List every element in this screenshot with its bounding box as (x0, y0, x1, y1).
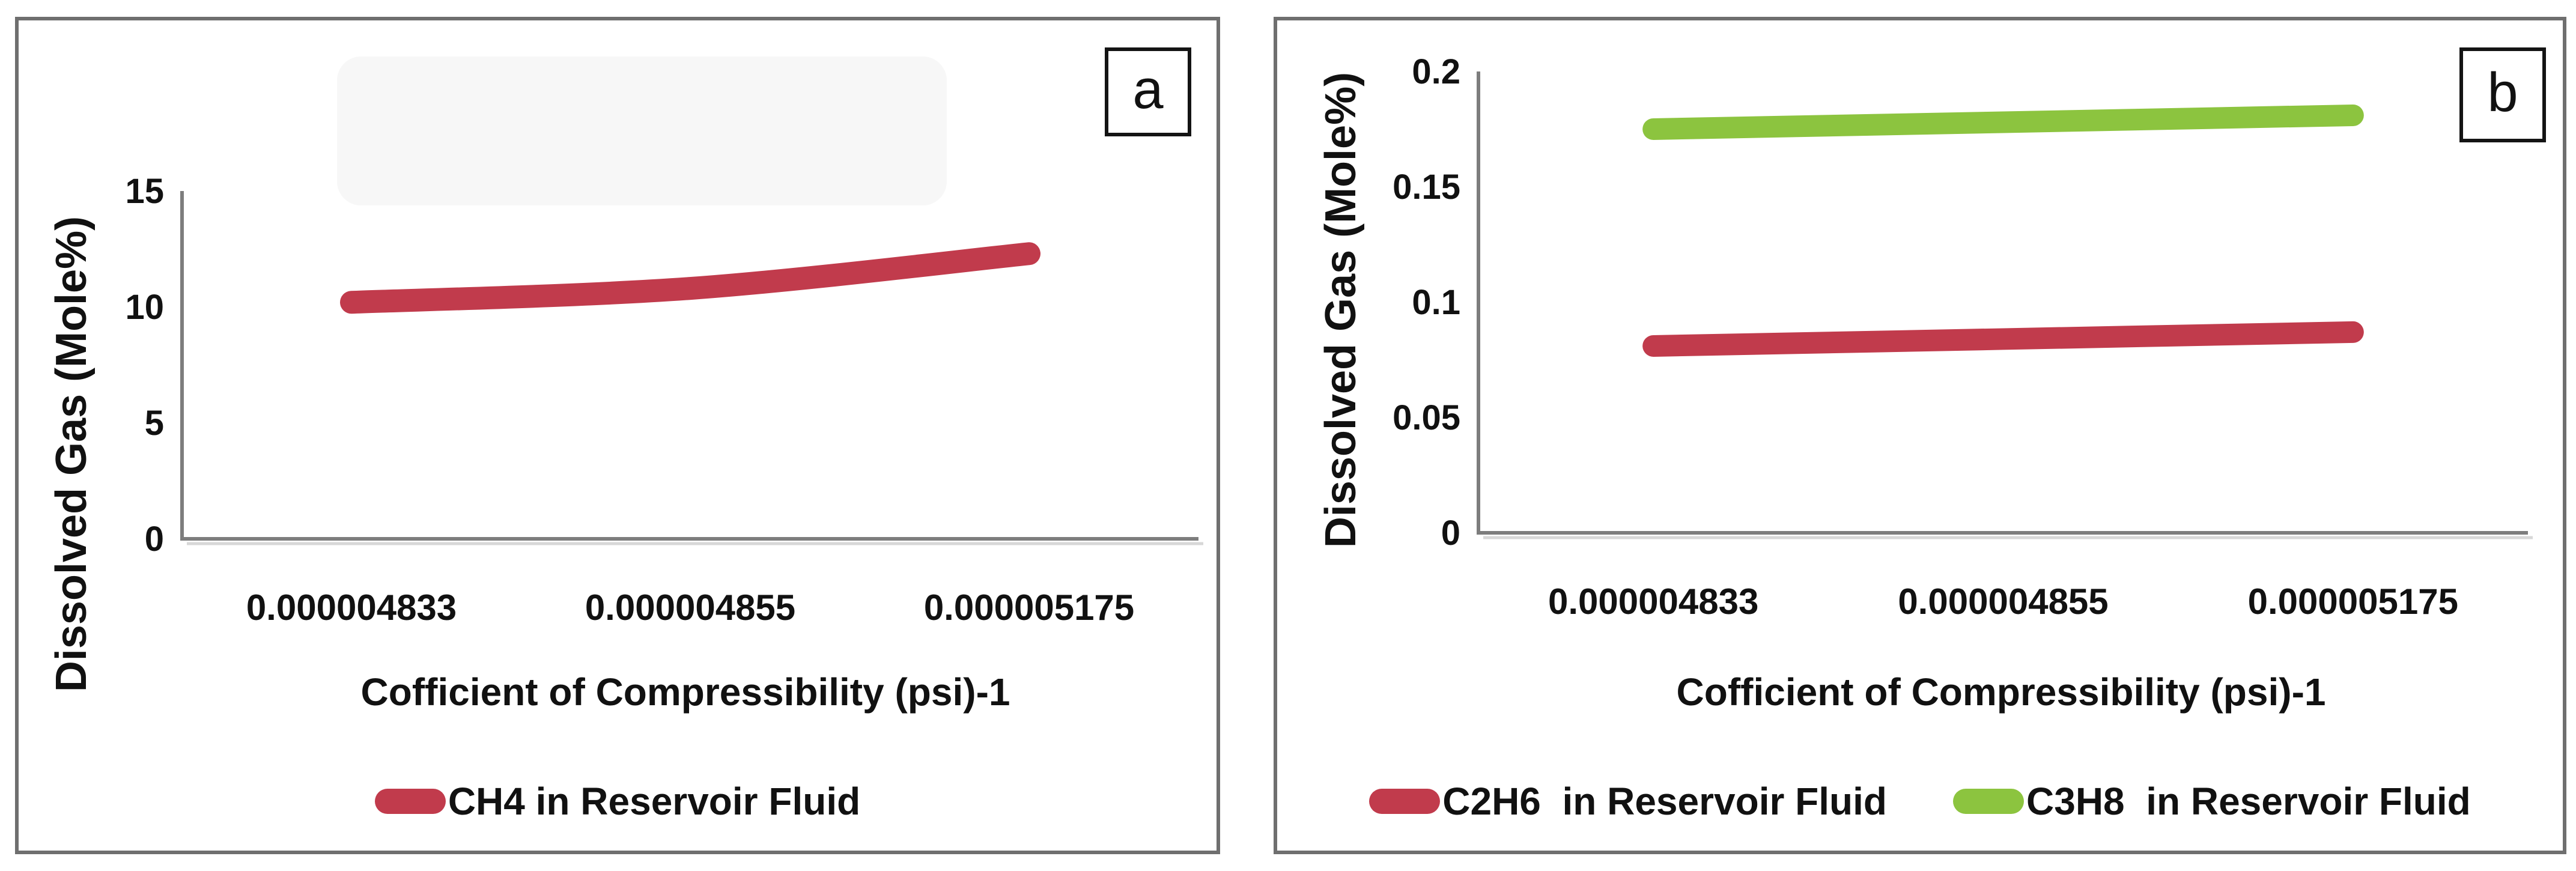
legend-swatch (1953, 789, 2024, 814)
series-line-CH4 (340, 242, 1040, 314)
x-tick-label: 0.000004855 (1898, 581, 2108, 622)
legend-label: CH4 in Reservoir Fluid (448, 780, 861, 823)
x-axis-title-a: Cofficient of Compressibility (psi)-1 (360, 670, 1010, 714)
legend-item: CH4 in Reservoir Fluid (374, 779, 861, 824)
x-tick-label: 0.000005175 (2248, 581, 2458, 622)
legend-label: C2H6 in Reservoir Fluid (1442, 780, 1887, 823)
chart-b-plot: 0 0.05 0.1 0.15 0.2 0.000004833 0.000004855 0.0… (1393, 52, 2533, 622)
y-tick-label: 0.05 (1393, 398, 1460, 437)
series-line-C2H6 (1642, 321, 2364, 357)
x-tick-label: 0.000004833 (1548, 581, 1758, 622)
chart-panel-b: 0 0.05 0.1 0.15 0.2 0.000004833 0.000004855 0.0… (1274, 17, 2566, 854)
x-axis-title-b: Cofficient of Compressibility (psi)-1 (1676, 670, 2326, 714)
panel-label-box-b: b (2459, 47, 2546, 142)
y-tick-label: 10 (125, 288, 164, 327)
panel-label-box-a: a (1105, 47, 1191, 136)
y-tick-label: 0 (1441, 514, 1460, 553)
axis-lines (1477, 71, 2528, 535)
chart-panel-a: 0 5 10 15 0.000004833 0.000004855 0.000005175 … (15, 17, 1220, 854)
legend-item: C3H8 in Reservoir Fluid (1953, 779, 2471, 824)
y-tick-label: 0.2 (1412, 52, 1460, 91)
y-axis-title-a: Dissolved Gas (Mole%) (47, 216, 96, 693)
x-tick-label: 0.000004833 (246, 587, 457, 628)
y-tick-label: 0.15 (1393, 168, 1460, 207)
erased-title-artifact (337, 56, 947, 205)
legend-swatch (374, 789, 446, 814)
y-tick-label: 5 (145, 404, 164, 443)
x-tick-label: 0.000005175 (924, 587, 1134, 628)
y-tick-label: 0 (145, 520, 164, 559)
legend-swatch (1369, 789, 1441, 814)
series-line-C3H8 (1642, 104, 2364, 140)
axis-lines (180, 191, 1198, 541)
legend-a: CH4 in Reservoir Fluid (19, 775, 1217, 828)
chart-a-plot: 0 5 10 15 0.000004833 0.000004855 0.000005175 (125, 172, 1203, 628)
legend-b: C2H6 in Reservoir Fluid C3H8 in Reservoir… (1277, 775, 2563, 828)
x-tick-label: 0.000004855 (585, 587, 795, 628)
y-tick-label: 15 (125, 172, 164, 211)
panel-label-a: a (1132, 59, 1164, 120)
legend-item: C2H6 in Reservoir Fluid (1369, 779, 1887, 824)
panel-label-b: b (2487, 62, 2518, 123)
legend-label: C3H8 in Reservoir Fluid (2026, 780, 2471, 823)
y-tick-label: 0.1 (1412, 283, 1460, 322)
y-axis-title-b: Dissolved Gas (Mole%) (1317, 71, 1365, 548)
